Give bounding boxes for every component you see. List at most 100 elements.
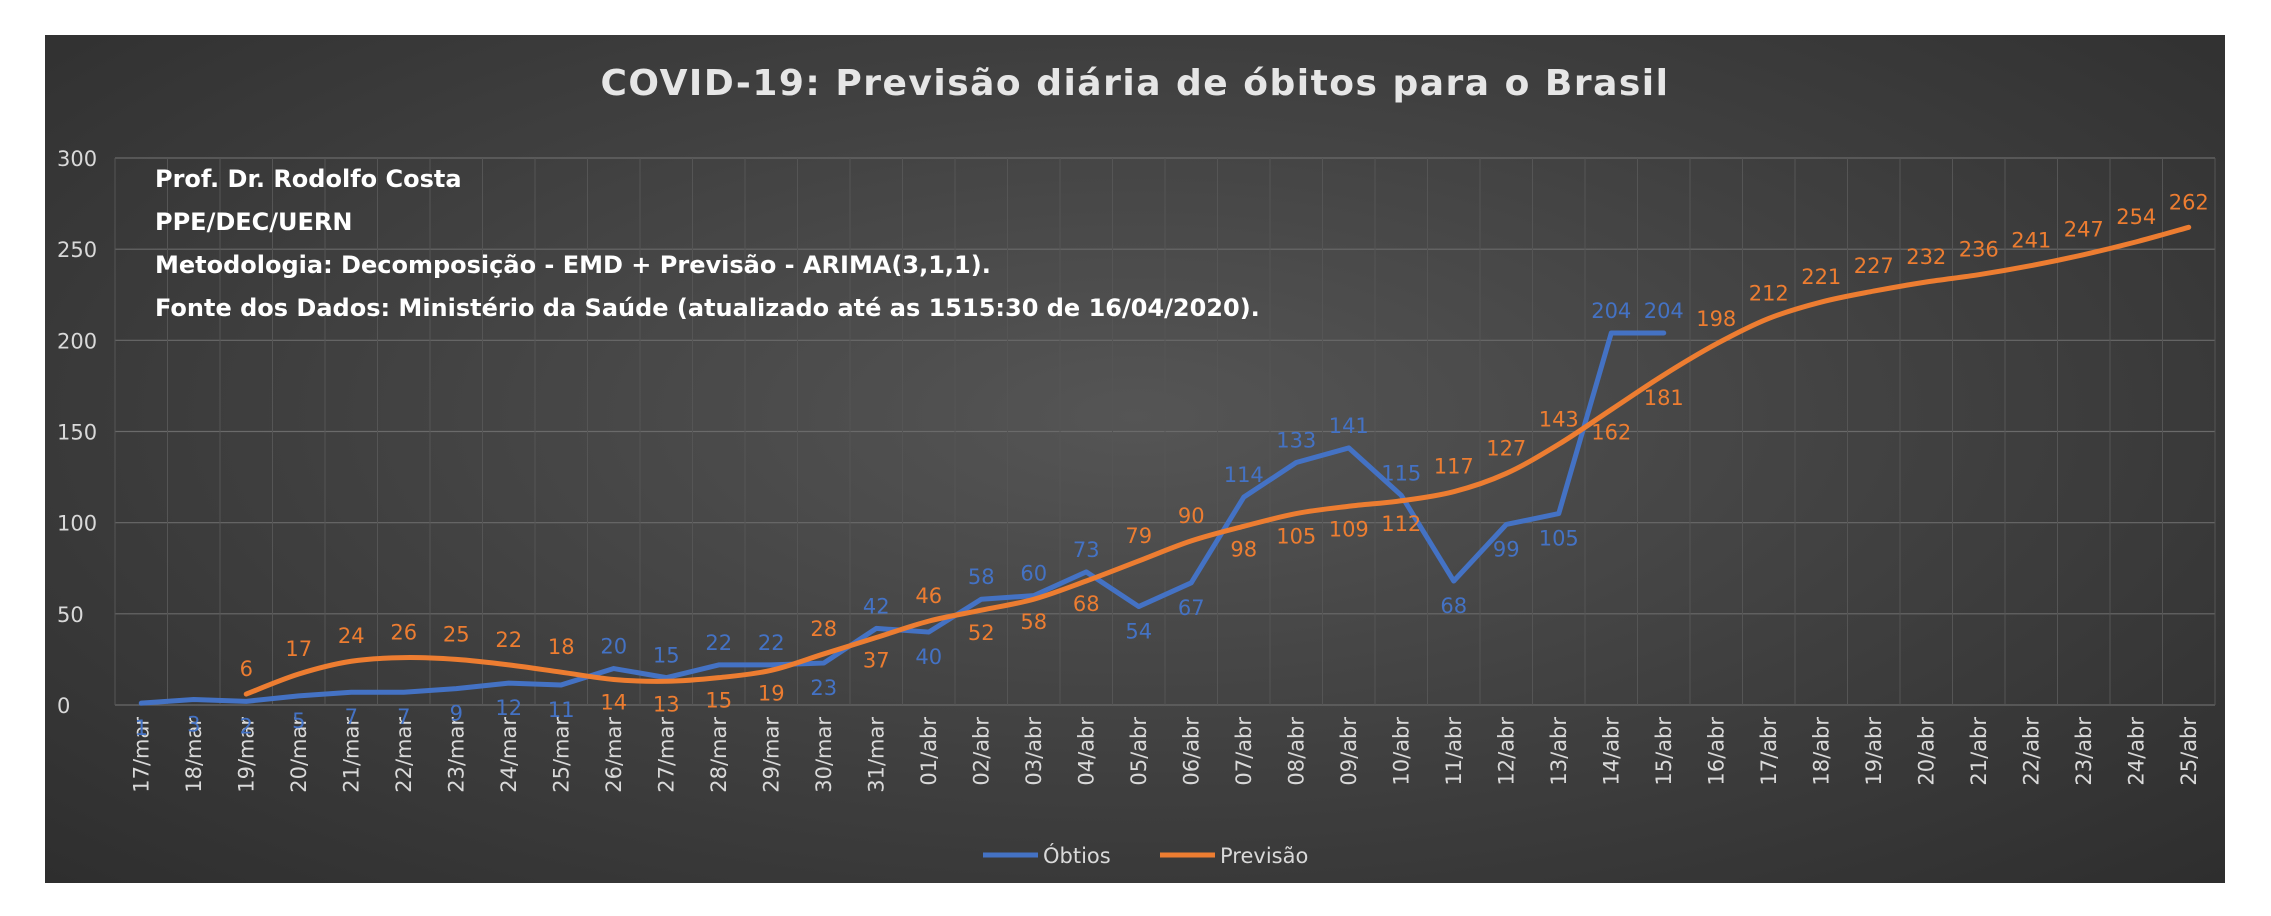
data-label-obitos: 3: [187, 713, 200, 737]
series-line-previsao: [243, 224, 2192, 697]
data-label-previsao: 262: [2169, 190, 2209, 214]
data-label-previsao: 46: [915, 584, 942, 608]
data-label-previsao: 236: [1959, 238, 1999, 262]
x-tick-label: 15/abr: [1652, 717, 1676, 786]
data-label-previsao: 79: [1125, 524, 1152, 548]
x-tick-label: 27/mar: [654, 717, 678, 793]
data-label-previsao: 198: [1696, 307, 1736, 331]
x-tick-label: 20/mar: [287, 717, 311, 793]
data-label-obitos: 68: [1440, 594, 1467, 618]
x-tick-label: 10/abr: [1389, 717, 1413, 786]
data-label-obitos: 114: [1224, 463, 1264, 487]
x-tick-label: 19/abr: [1862, 717, 1886, 786]
data-label-obitos: 5: [292, 709, 305, 733]
data-label-obitos: 22: [705, 631, 732, 655]
data-label-previsao: 232: [1906, 245, 1946, 269]
data-label-previsao: 22: [495, 628, 522, 652]
data-label-obitos: 20: [600, 635, 627, 659]
data-label-obitos: 23: [810, 676, 837, 700]
data-label-previsao: 14: [600, 690, 627, 714]
data-label-previsao: 105: [1276, 525, 1316, 549]
data-label-previsao: 221: [1801, 265, 1841, 289]
data-label-previsao: 19: [758, 681, 785, 705]
data-label-previsao: 25: [443, 622, 470, 646]
x-tick-label: 21/abr: [1967, 717, 1991, 786]
data-label-obitos: 1: [135, 716, 148, 740]
data-label-previsao: 26: [390, 621, 417, 645]
data-label-previsao: 6: [240, 657, 253, 681]
data-label-previsao: 18: [548, 635, 575, 659]
data-label-previsao: 212: [1749, 281, 1789, 305]
data-label-obitos: 141: [1329, 414, 1369, 438]
x-tick-label: 01/abr: [917, 717, 941, 786]
data-label-previsao: 117: [1434, 455, 1474, 479]
data-label-previsao: 162: [1591, 421, 1631, 445]
data-label-obitos: 204: [1644, 299, 1684, 323]
x-tick-label: 24/mar: [497, 717, 521, 793]
x-tick-label: 20/abr: [1914, 717, 1938, 786]
data-label-previsao: 58: [1020, 610, 1047, 634]
data-label-previsao: 37: [863, 649, 890, 673]
data-label-previsao: 13: [653, 692, 680, 716]
data-label-obitos: 7: [397, 705, 410, 729]
legend-label-previsao: Previsão: [1220, 844, 1308, 868]
chart-svg: COVID-19: Previsão diária de óbitos para…: [57, 63, 2216, 868]
data-label-previsao: 181: [1644, 386, 1684, 410]
y-tick-label: 150: [57, 421, 97, 445]
series-layer: [138, 224, 2192, 706]
chart-title: COVID-19: Previsão diária de óbitos para…: [601, 63, 1670, 104]
annotation-block: Prof. Dr. Rodolfo Costa PPE/DEC/UERN Met…: [155, 165, 1260, 322]
legend-label-obitos: Óbtios: [1043, 843, 1111, 868]
annotation-methodology: Metodologia: Decomposição - EMD + Previs…: [155, 251, 991, 279]
data-label-obitos: 99: [1493, 537, 1520, 561]
data-label-obitos: 11: [548, 698, 575, 722]
x-tick-label: 06/abr: [1179, 717, 1203, 786]
annotation-author: Prof. Dr. Rodolfo Costa: [155, 165, 462, 193]
data-label-obitos: 7: [345, 705, 358, 729]
x-tick-label: 09/abr: [1337, 717, 1361, 786]
data-label-previsao: 90: [1178, 504, 1205, 528]
data-label-obitos: 105: [1539, 527, 1579, 551]
data-label-previsao: 17: [285, 637, 312, 661]
x-tick-label: 25/mar: [549, 717, 573, 793]
x-tick-label: 12/abr: [1494, 717, 1518, 786]
data-label-obitos: 73: [1073, 538, 1100, 562]
data-label-previsao: 227: [1854, 254, 1894, 278]
x-tick-label: 24/abr: [2124, 717, 2148, 786]
x-tick-label: 18/mar: [182, 717, 206, 793]
x-tick-label: 31/mar: [864, 717, 888, 793]
x-tick-label: 22/abr: [2019, 717, 2043, 786]
x-tick-label: 22/mar: [392, 717, 416, 793]
x-tick-label: 05/abr: [1127, 717, 1151, 786]
y-tick-label: 0: [57, 694, 70, 718]
legend[interactable]: Óbtios Previsão: [983, 843, 1308, 868]
x-tick-label: 29/mar: [759, 717, 783, 793]
data-label-obitos: 67: [1178, 596, 1205, 620]
y-tick-label: 250: [57, 238, 97, 262]
y-tick-label: 200: [57, 329, 97, 353]
x-tick-label: 11/abr: [1442, 717, 1466, 786]
chart-panel: COVID-19: Previsão diária de óbitos para…: [45, 35, 2225, 883]
data-label-previsao: 241: [2011, 229, 2051, 253]
data-label-previsao: 254: [2116, 205, 2156, 229]
x-tick-label: 26/mar: [602, 717, 626, 793]
x-tick-label: 21/mar: [339, 717, 363, 793]
x-tick-label: 04/abr: [1074, 717, 1098, 786]
data-label-previsao: 127: [1486, 436, 1526, 460]
y-axis: 0 50 100 150 200 250 300: [57, 147, 97, 718]
data-label-previsao: 15: [705, 689, 732, 713]
x-tick-label: 19/mar: [234, 717, 258, 793]
data-label-obitos: 12: [495, 696, 522, 720]
x-tick-label: 16/abr: [1704, 717, 1728, 786]
x-tick-label: 18/abr: [1809, 717, 1833, 786]
data-label-obitos: 9: [450, 702, 463, 726]
x-tick-label: 02/abr: [969, 717, 993, 786]
x-tick-label: 03/abr: [1022, 717, 1046, 786]
data-label-previsao: 112: [1381, 512, 1421, 536]
data-label-previsao: 143: [1539, 407, 1579, 431]
y-tick-label: 100: [57, 512, 97, 536]
data-label-obitos: 204: [1591, 299, 1631, 323]
data-label-obitos: 22: [758, 631, 785, 655]
data-label-previsao: 68: [1073, 592, 1100, 616]
